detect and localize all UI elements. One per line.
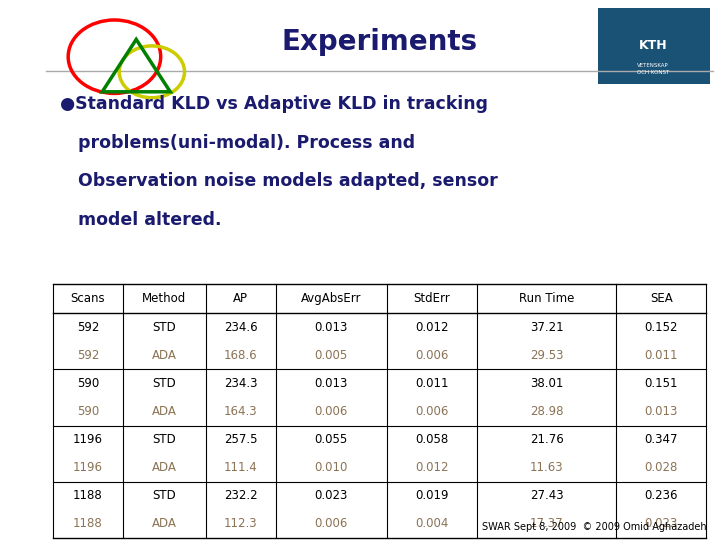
Text: 1188: 1188 bbox=[73, 517, 103, 530]
Text: 0.023: 0.023 bbox=[644, 517, 678, 530]
Text: 0.011: 0.011 bbox=[644, 349, 678, 362]
Text: SEA: SEA bbox=[650, 292, 672, 305]
Text: 0.013: 0.013 bbox=[644, 405, 678, 418]
Text: 1196: 1196 bbox=[73, 461, 103, 474]
Text: 0.012: 0.012 bbox=[415, 321, 449, 334]
Text: SWAR Sept 8, 2009  © 2009 Omid Aghazadeh: SWAR Sept 8, 2009 © 2009 Omid Aghazadeh bbox=[482, 522, 706, 531]
Text: 37.21: 37.21 bbox=[530, 321, 563, 334]
Text: 234.3: 234.3 bbox=[224, 377, 258, 390]
Text: 234.6: 234.6 bbox=[224, 321, 258, 334]
Text: 0.011: 0.011 bbox=[415, 377, 449, 390]
Text: 112.3: 112.3 bbox=[224, 517, 258, 530]
Text: ●Standard KLD vs Adaptive KLD in tracking: ●Standard KLD vs Adaptive KLD in trackin… bbox=[60, 94, 488, 113]
Text: 28.98: 28.98 bbox=[530, 405, 563, 418]
Text: 27.43: 27.43 bbox=[530, 489, 563, 502]
Text: Run Time: Run Time bbox=[519, 292, 575, 305]
Text: ADA: ADA bbox=[152, 517, 177, 530]
Text: 232.2: 232.2 bbox=[224, 489, 258, 502]
Text: problems(uni-modal). Process and: problems(uni-modal). Process and bbox=[60, 133, 415, 152]
Text: 592: 592 bbox=[77, 349, 99, 362]
Text: 0.023: 0.023 bbox=[315, 489, 348, 502]
Text: 0.151: 0.151 bbox=[644, 377, 678, 390]
Text: 1188: 1188 bbox=[73, 489, 103, 502]
Text: 0.004: 0.004 bbox=[415, 517, 449, 530]
Text: STD: STD bbox=[153, 321, 176, 334]
Text: 0.006: 0.006 bbox=[415, 405, 449, 418]
Text: AP: AP bbox=[233, 292, 248, 305]
Text: 0.058: 0.058 bbox=[415, 433, 449, 446]
Text: 0.006: 0.006 bbox=[315, 517, 348, 530]
Text: Experiments: Experiments bbox=[282, 28, 478, 56]
Text: STD: STD bbox=[153, 489, 176, 502]
Text: 11.63: 11.63 bbox=[530, 461, 563, 474]
Text: 0.006: 0.006 bbox=[415, 349, 449, 362]
Text: 164.3: 164.3 bbox=[224, 405, 258, 418]
Text: 0.013: 0.013 bbox=[315, 321, 348, 334]
Text: model altered.: model altered. bbox=[60, 211, 222, 230]
Text: STD: STD bbox=[153, 377, 176, 390]
Text: 590: 590 bbox=[77, 405, 99, 418]
Text: 0.347: 0.347 bbox=[644, 433, 678, 446]
Text: KTH: KTH bbox=[639, 39, 667, 52]
Text: 111.4: 111.4 bbox=[224, 461, 258, 474]
Text: Scans: Scans bbox=[71, 292, 105, 305]
Text: Centre for Autonomous Systems: Centre for Autonomous Systems bbox=[15, 187, 24, 353]
Text: 592: 592 bbox=[77, 321, 99, 334]
Text: STD: STD bbox=[153, 433, 176, 446]
Text: ADA: ADA bbox=[152, 461, 177, 474]
Text: 0.010: 0.010 bbox=[315, 461, 348, 474]
Text: 0.028: 0.028 bbox=[644, 461, 678, 474]
Text: ADA: ADA bbox=[152, 405, 177, 418]
Text: 168.6: 168.6 bbox=[224, 349, 258, 362]
Text: VETENSKAP
OCH KONST: VETENSKAP OCH KONST bbox=[637, 63, 670, 75]
FancyBboxPatch shape bbox=[598, 8, 710, 84]
Text: 29.53: 29.53 bbox=[530, 349, 563, 362]
Text: 1196: 1196 bbox=[73, 433, 103, 446]
Text: AvgAbsErr: AvgAbsErr bbox=[301, 292, 361, 305]
Text: 0.236: 0.236 bbox=[644, 489, 678, 502]
Text: 257.5: 257.5 bbox=[224, 433, 258, 446]
Text: 0.019: 0.019 bbox=[415, 489, 449, 502]
Text: Method: Method bbox=[143, 292, 186, 305]
Text: StdErr: StdErr bbox=[413, 292, 450, 305]
Text: 0.152: 0.152 bbox=[644, 321, 678, 334]
Text: 0.055: 0.055 bbox=[315, 433, 348, 446]
Text: 17.37: 17.37 bbox=[530, 517, 563, 530]
Text: 0.013: 0.013 bbox=[315, 377, 348, 390]
Text: 21.76: 21.76 bbox=[530, 433, 564, 446]
Text: 0.006: 0.006 bbox=[315, 405, 348, 418]
Text: 38.01: 38.01 bbox=[530, 377, 563, 390]
Text: 0.012: 0.012 bbox=[415, 461, 449, 474]
Text: ADA: ADA bbox=[152, 349, 177, 362]
Text: 0.005: 0.005 bbox=[315, 349, 348, 362]
Text: Observation noise models adapted, sensor: Observation noise models adapted, sensor bbox=[60, 172, 498, 191]
Text: 590: 590 bbox=[77, 377, 99, 390]
